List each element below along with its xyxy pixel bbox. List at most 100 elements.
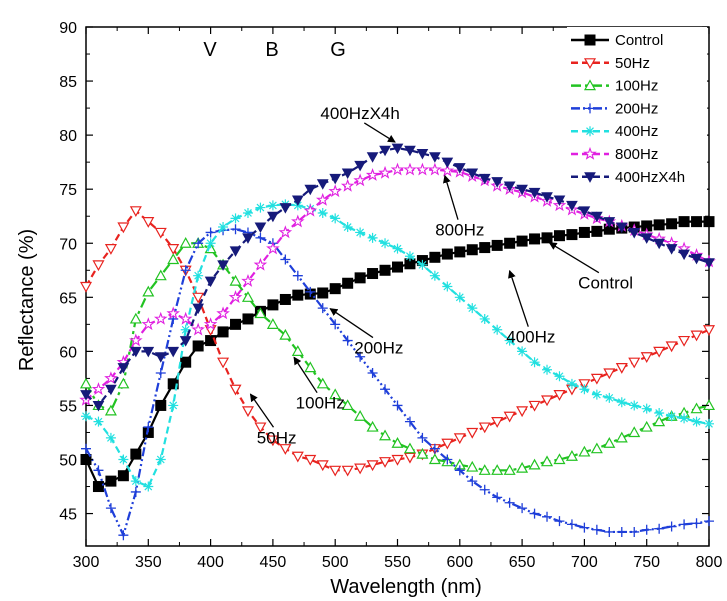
series-100hz xyxy=(79,237,716,475)
annotation-label: 800Hz xyxy=(435,221,484,240)
data-point xyxy=(517,503,528,514)
data-point xyxy=(366,460,379,472)
data-point xyxy=(441,438,454,450)
data-point xyxy=(591,389,602,400)
data-point xyxy=(365,168,380,181)
data-point xyxy=(117,363,130,374)
data-point xyxy=(517,346,528,357)
legend-marker xyxy=(583,79,597,91)
legend-label: 100Hz xyxy=(615,78,658,95)
data-point xyxy=(330,213,341,224)
data-point xyxy=(554,371,565,382)
data-point xyxy=(504,237,516,249)
data-point xyxy=(143,481,154,492)
data-point xyxy=(492,492,503,503)
data-point xyxy=(704,418,714,429)
data-point xyxy=(504,335,515,346)
legend-item: 400Hz xyxy=(571,123,658,140)
data-point xyxy=(104,244,117,255)
data-point xyxy=(516,406,529,418)
y-axis-label: Reflectance (%) xyxy=(16,229,38,371)
data-point xyxy=(228,290,243,304)
annotation-arrow xyxy=(363,122,396,143)
data-point xyxy=(690,253,703,265)
data-point xyxy=(117,470,129,482)
data-point xyxy=(590,442,603,454)
data-point xyxy=(653,415,666,427)
data-point xyxy=(191,322,205,336)
data-point xyxy=(129,346,142,358)
data-point xyxy=(454,246,466,258)
data-point xyxy=(691,216,703,228)
data-point xyxy=(603,437,616,448)
data-point xyxy=(566,200,578,212)
annotation: 400Hz xyxy=(506,269,555,347)
data-point xyxy=(178,311,193,325)
data-point xyxy=(229,384,242,396)
data-point xyxy=(292,270,303,281)
data-point xyxy=(304,454,317,466)
data-point xyxy=(267,200,278,211)
data-point xyxy=(291,195,304,207)
data-point xyxy=(354,160,366,172)
x-tick-label: 550 xyxy=(384,554,411,571)
data-point xyxy=(92,400,105,412)
data-point xyxy=(367,232,378,243)
legend-label: 50Hz xyxy=(615,55,650,72)
series-group xyxy=(79,143,716,541)
data-point xyxy=(117,222,130,234)
data-point xyxy=(653,238,666,250)
legend: Control 50Hz 100Hz 200Hz 400Hz 800Hz 400HzX4h xyxy=(567,27,707,191)
data-point xyxy=(541,395,554,407)
annotation: 400HzX4h xyxy=(320,104,400,143)
data-point xyxy=(229,274,242,286)
data-point xyxy=(267,211,279,223)
data-point xyxy=(291,345,304,356)
x-tick-label: 600 xyxy=(446,554,473,571)
data-point xyxy=(330,319,341,330)
data-point xyxy=(316,179,329,190)
data-point xyxy=(291,451,304,463)
data-point xyxy=(579,384,590,395)
data-point xyxy=(403,452,416,464)
data-point xyxy=(404,416,415,427)
annotation-label: 400HzX4h xyxy=(320,104,399,123)
data-point xyxy=(616,526,627,537)
series-line xyxy=(85,203,710,488)
annotation-arrow xyxy=(508,269,529,327)
data-point xyxy=(578,445,591,457)
annotation-label: 400Hz xyxy=(506,328,555,347)
data-point xyxy=(492,324,503,335)
data-point xyxy=(329,388,342,400)
data-point xyxy=(379,457,392,468)
data-point xyxy=(193,238,204,249)
data-point xyxy=(391,437,404,448)
data-point xyxy=(254,222,267,234)
data-point xyxy=(328,184,342,198)
data-point xyxy=(666,218,678,230)
data-point xyxy=(230,318,242,330)
y-tick-label: 45 xyxy=(59,507,77,524)
y-tick-label: 70 xyxy=(59,236,77,253)
data-point xyxy=(690,330,703,342)
data-point xyxy=(279,293,291,305)
data-point xyxy=(266,318,279,329)
data-point xyxy=(391,454,404,466)
data-point xyxy=(254,307,267,319)
data-point xyxy=(579,522,590,533)
data-point xyxy=(316,460,329,472)
y-tick-label: 65 xyxy=(59,290,77,307)
data-point xyxy=(279,444,292,455)
data-point xyxy=(653,219,665,231)
data-point xyxy=(341,465,354,477)
data-point xyxy=(442,454,453,465)
annotation-arrow xyxy=(329,308,374,339)
legend-label: 200Hz xyxy=(615,100,658,117)
data-point xyxy=(590,373,603,385)
data-point xyxy=(491,239,503,251)
data-point xyxy=(665,341,678,353)
data-point xyxy=(416,447,429,459)
legend-marker xyxy=(585,126,595,137)
data-point xyxy=(168,400,179,411)
